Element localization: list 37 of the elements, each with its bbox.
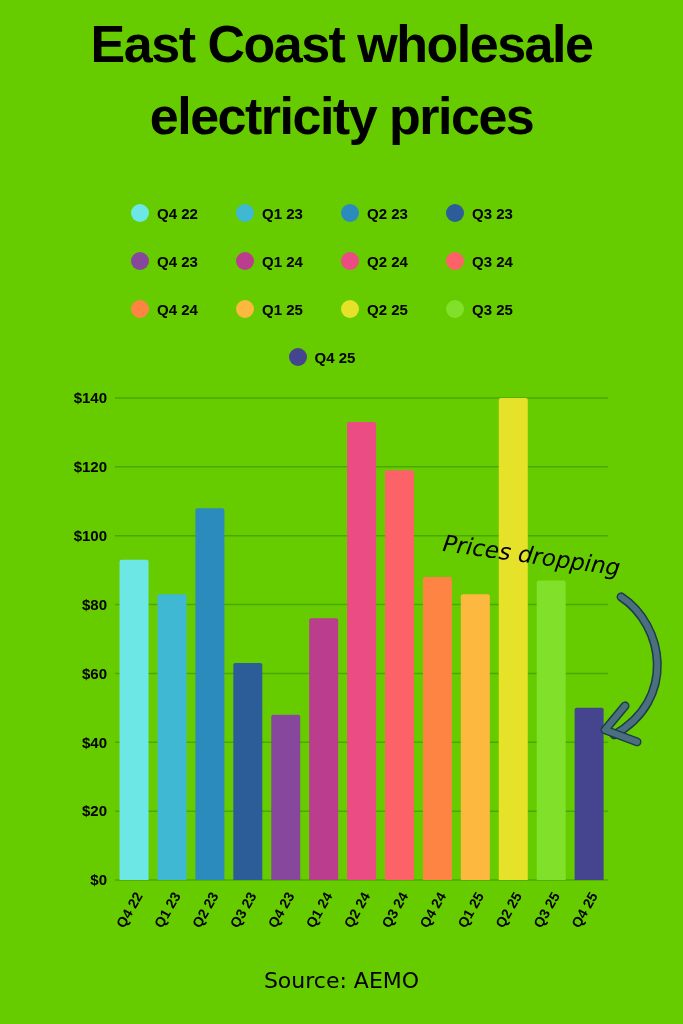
- x-tick-label: Q1 23: [150, 889, 184, 931]
- legend-label: Q1 23: [262, 204, 303, 222]
- x-tick-label: Q4 25: [567, 889, 601, 931]
- x-tick-label: Q4 24: [416, 889, 450, 931]
- legend-label: Q2 24: [367, 252, 408, 270]
- x-tick-label: Q3 25: [529, 889, 564, 931]
- legend-label: Q2 25: [367, 300, 408, 318]
- chart-title: East Coast wholesale electricity prices: [89, 14, 594, 147]
- legend-label: Q4 23: [157, 252, 198, 270]
- legend-label: Q3 24: [472, 252, 513, 270]
- legend-label: Q2 23: [367, 204, 408, 222]
- source-note: Source: AEMO: [262, 968, 421, 993]
- legend-label: Q1 25: [262, 300, 303, 318]
- y-tick-label: $140: [73, 389, 107, 407]
- x-tick-label: Q3 23: [226, 889, 260, 931]
- legend-label: Q1 24: [262, 252, 303, 270]
- y-tick-label: $0: [90, 871, 107, 889]
- y-tick-label: $120: [73, 458, 107, 476]
- y-tick-label: $20: [81, 802, 107, 820]
- x-tick-label: Q1 24: [302, 889, 336, 931]
- x-tick-label: Q4 22: [112, 889, 146, 931]
- y-tick-label: $80: [81, 595, 107, 613]
- x-tick-label: Q2 25: [492, 889, 526, 931]
- x-tick-label: Q2 24: [340, 889, 374, 931]
- y-tick-label: $40: [81, 733, 107, 751]
- y-tick-label: $60: [81, 664, 107, 682]
- legend-label: Q4 25: [314, 348, 356, 366]
- legend-label: Q4 24: [157, 300, 198, 318]
- x-tick-label: Q1 25: [454, 889, 488, 931]
- y-tick-label: $100: [73, 527, 107, 545]
- legend-label: Q3 23: [472, 204, 513, 222]
- x-tick-label: Q3 24: [378, 889, 412, 931]
- legend-label: Q3 25: [472, 300, 513, 318]
- x-tick-label: Q2 23: [188, 889, 222, 931]
- annotation: Prices dropping: [441, 529, 622, 581]
- x-tick-label: Q4 23: [264, 889, 298, 931]
- legend-label: Q4 22: [157, 204, 198, 222]
